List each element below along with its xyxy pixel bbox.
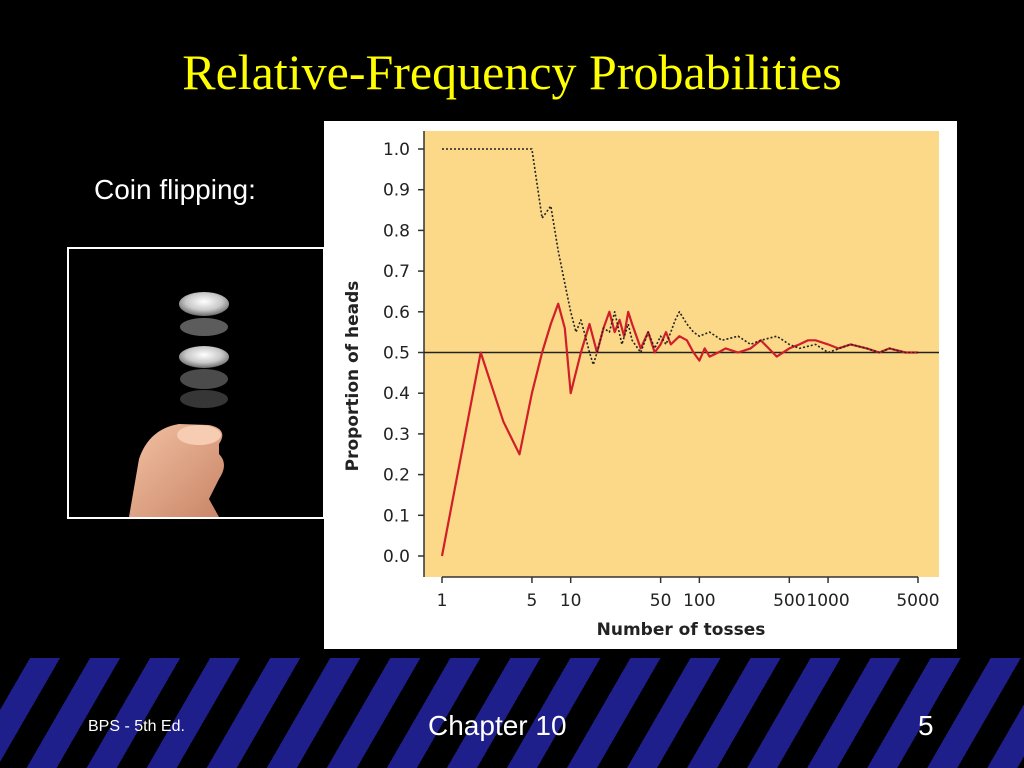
x-tick-label: 10 [560,591,582,611]
y-axis-label: Proportion of heads [343,281,363,472]
footer-chapter: Chapter 10 [428,710,567,741]
y-tick-label: 0.2 [383,466,410,486]
y-tick-label: 0.7 [383,262,410,282]
coin-flip-photo [67,247,325,519]
x-tick-label: 500 [773,591,805,611]
x-tick-label: 50 [650,591,672,611]
y-tick-label: 1.0 [383,140,410,160]
footer-book: BPS - 5th Ed. [88,718,185,735]
hand-image [129,424,224,517]
x-tick-label: 100 [683,591,715,611]
y-tick-label: 0.6 [383,303,410,323]
x-tick-label: 5000 [896,591,939,611]
coin-image-2 [179,346,229,368]
coin-flip-illustration [129,292,229,517]
y-tick-label: 0.1 [383,506,410,526]
proportion-of-heads-chart: 0.0 0.1 0.2 0.3 0.4 0.5 0.6 0.7 0.8 0.9 1.0 1 5 10 50 1… [343,131,940,640]
chart-panel: 0.0 0.1 0.2 0.3 0.4 0.5 0.6 0.7 0.8 0.9 1.0 1 5 10 50 1… [324,121,957,649]
x-tick-label: 5 [527,591,538,611]
y-tick-label: 0.0 [383,547,410,567]
x-axis-label: Number of tosses [597,620,766,640]
coin-image-1 [179,292,229,316]
x-tick-label: 1000 [806,591,849,611]
y-tick-label: 0.3 [383,425,410,445]
footer-page-number: 5 [918,710,934,741]
subtitle-coin-flipping: Coin flipping: [94,174,256,205]
y-tick-label: 0.9 [383,181,410,201]
y-tick-label: 0.4 [383,384,410,404]
plot-background [424,131,939,577]
x-tick-label: 1 [437,591,448,611]
slide-title: Relative-Frequency Probabilities [182,44,842,100]
series-line-dotted [442,148,918,366]
y-tick-label: 0.8 [383,221,410,241]
y-tick-label: 0.5 [383,344,410,364]
footer-band [0,658,1024,768]
